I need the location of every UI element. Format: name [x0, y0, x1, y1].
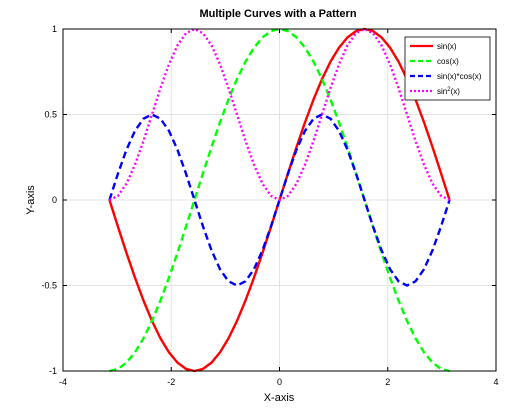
- x-tick-label: 4: [493, 377, 498, 387]
- series-line-4: [108, 27, 451, 202]
- series-layer: [108, 27, 451, 373]
- legend-label-1: sin(x): [437, 42, 457, 51]
- legend: sin(x) cos(x) sin(x)*cos(x) sin2(x): [404, 36, 491, 101]
- tick-layer: -4 -2 0 2 4 -1 -0.5 0 0.5 1: [41, 24, 498, 387]
- legend-label-4: sin2(x): [437, 87, 460, 96]
- x-tick-label: -2: [167, 377, 175, 387]
- y-tick-label: 0.5: [44, 110, 57, 120]
- y-tick-label: 1: [52, 24, 57, 34]
- x-tick-label: 2: [385, 377, 390, 387]
- chart-title: Multiple Curves with a Pattern: [199, 8, 356, 20]
- x-axis-label: X-axis: [264, 392, 295, 404]
- y-tick-label: -1: [49, 366, 57, 376]
- x-tick-label: -4: [59, 377, 67, 387]
- y-axis-label: Y-axis: [25, 185, 37, 215]
- y-tick-label: 0: [52, 195, 57, 205]
- legend-label-2: cos(x): [437, 57, 459, 66]
- x-tick-label: 0: [277, 377, 282, 387]
- y-tick-label: -0.5: [41, 281, 57, 291]
- legend-box: [404, 36, 491, 101]
- legend-label-3: sin(x)*cos(x): [437, 72, 482, 81]
